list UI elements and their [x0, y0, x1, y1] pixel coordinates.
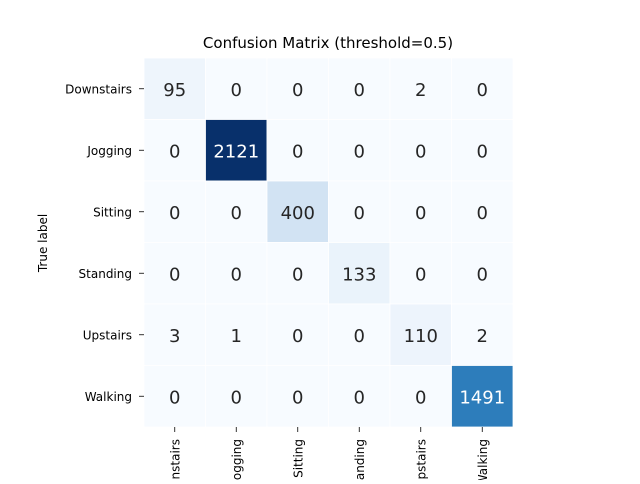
heatmap-cell — [328, 57, 391, 120]
heatmap-cell — [205, 119, 268, 182]
heatmap-cell — [143, 365, 206, 428]
heatmap-cell — [205, 57, 268, 120]
row-tick-label: Standing — [79, 267, 132, 281]
row-tick-label: Jogging — [86, 144, 132, 158]
cell-value-label: 0 — [169, 203, 180, 224]
column-tick-label: Downstairs — [168, 439, 182, 480]
cell-value-label: 0 — [415, 203, 426, 224]
cell-value-label: 0 — [292, 264, 303, 285]
cell-value-label: 2121 — [213, 141, 259, 162]
cell-value-label: 0 — [415, 141, 426, 162]
y-axis-label: True label — [36, 214, 50, 273]
cell-value-label: 0 — [169, 387, 180, 408]
cell-value-label: 0 — [169, 141, 180, 162]
cell-value-label: 133 — [342, 264, 376, 285]
heatmap-cell — [451, 180, 514, 243]
cell-value-label: 2 — [415, 80, 426, 101]
cell-value-label: 0 — [477, 203, 488, 224]
cell-value-label: 0 — [292, 387, 303, 408]
cell-value-label: 0 — [169, 264, 180, 285]
heatmap-cell-values: 95 0 0 0 2 0 0 2121 0 0 0 0 0 0 400 0 0 0 0 0 0 133 0 0 3 1 0 0 110 2… — [163, 80, 505, 409]
column-tick-labels: Downstairs Jogging Sitting Standing Upstairs… — [168, 427, 490, 480]
row-tick-labels: Downstairs Jogging Sitting Standing Upstairs… — [65, 82, 144, 404]
cell-value-label: 1491 — [459, 387, 505, 408]
cell-value-label: 0 — [354, 203, 365, 224]
column-tick-label: Jogging — [230, 439, 244, 480]
cell-value-label: 0 — [415, 387, 426, 408]
cell-value-label: 0 — [292, 141, 303, 162]
heatmap-cell — [205, 242, 268, 305]
row-tick-label: Sitting — [93, 205, 132, 219]
cell-value-label: 0 — [231, 387, 242, 408]
cell-value-label: 0 — [354, 141, 365, 162]
cell-value-label: 3 — [169, 326, 180, 347]
heatmap-cell — [328, 242, 391, 305]
heatmap-cell — [328, 119, 391, 182]
cell-value-label: 95 — [163, 80, 186, 101]
cell-value-label: 0 — [231, 203, 242, 224]
heatmap-cell — [143, 242, 206, 305]
row-tick-label: Downstairs — [65, 82, 132, 96]
cell-value-label: 0 — [354, 326, 365, 347]
heatmap-cell — [266, 242, 329, 305]
cell-value-label: 0 — [477, 141, 488, 162]
heatmap-cell — [451, 365, 514, 428]
heatmap-cell — [143, 180, 206, 243]
column-tick-label: Upstairs — [414, 439, 428, 480]
cell-value-label: 110 — [404, 326, 438, 347]
heatmap-cell — [205, 180, 268, 243]
heatmap-cell — [451, 119, 514, 182]
cell-value-label: 0 — [354, 387, 365, 408]
cell-value-label: 0 — [477, 264, 488, 285]
cell-value-label: 0 — [292, 326, 303, 347]
heatmap-cell — [266, 303, 329, 366]
row-tick-label: Upstairs — [83, 328, 132, 342]
row-tick-label: Walking — [85, 390, 132, 404]
cell-value-label: 1 — [231, 326, 242, 347]
cell-value-label: 0 — [477, 80, 488, 101]
column-tick-label: Walking — [476, 439, 490, 480]
cell-value-label: 0 — [354, 80, 365, 101]
heatmap-cell — [389, 303, 452, 366]
heatmap-cell — [451, 242, 514, 305]
heatmap-cell — [389, 180, 452, 243]
cell-value-label: 0 — [231, 264, 242, 285]
chart-title: Confusion Matrix (threshold=0.5) — [203, 34, 453, 52]
cell-value-label: 0 — [292, 80, 303, 101]
heatmap-cell — [266, 57, 329, 120]
heatmap-cell — [328, 180, 391, 243]
heatmap-cell — [328, 303, 391, 366]
heatmap-cell — [143, 303, 206, 366]
heatmap-cell — [451, 57, 514, 120]
heatmap-cell — [389, 242, 452, 305]
column-tick-label: Sitting — [291, 439, 305, 478]
cell-value-label: 0 — [415, 264, 426, 285]
cell-value-label: 0 — [231, 80, 242, 101]
heatmap-cell — [389, 365, 452, 428]
column-tick-label: Standing — [353, 439, 367, 480]
heatmap-cell — [451, 303, 514, 366]
cell-value-label: 2 — [477, 326, 488, 347]
heatmap-cell — [389, 57, 452, 120]
heatmap-cell — [143, 57, 206, 120]
heatmap-cells — [143, 57, 514, 428]
cell-value-label: 400 — [281, 203, 315, 224]
